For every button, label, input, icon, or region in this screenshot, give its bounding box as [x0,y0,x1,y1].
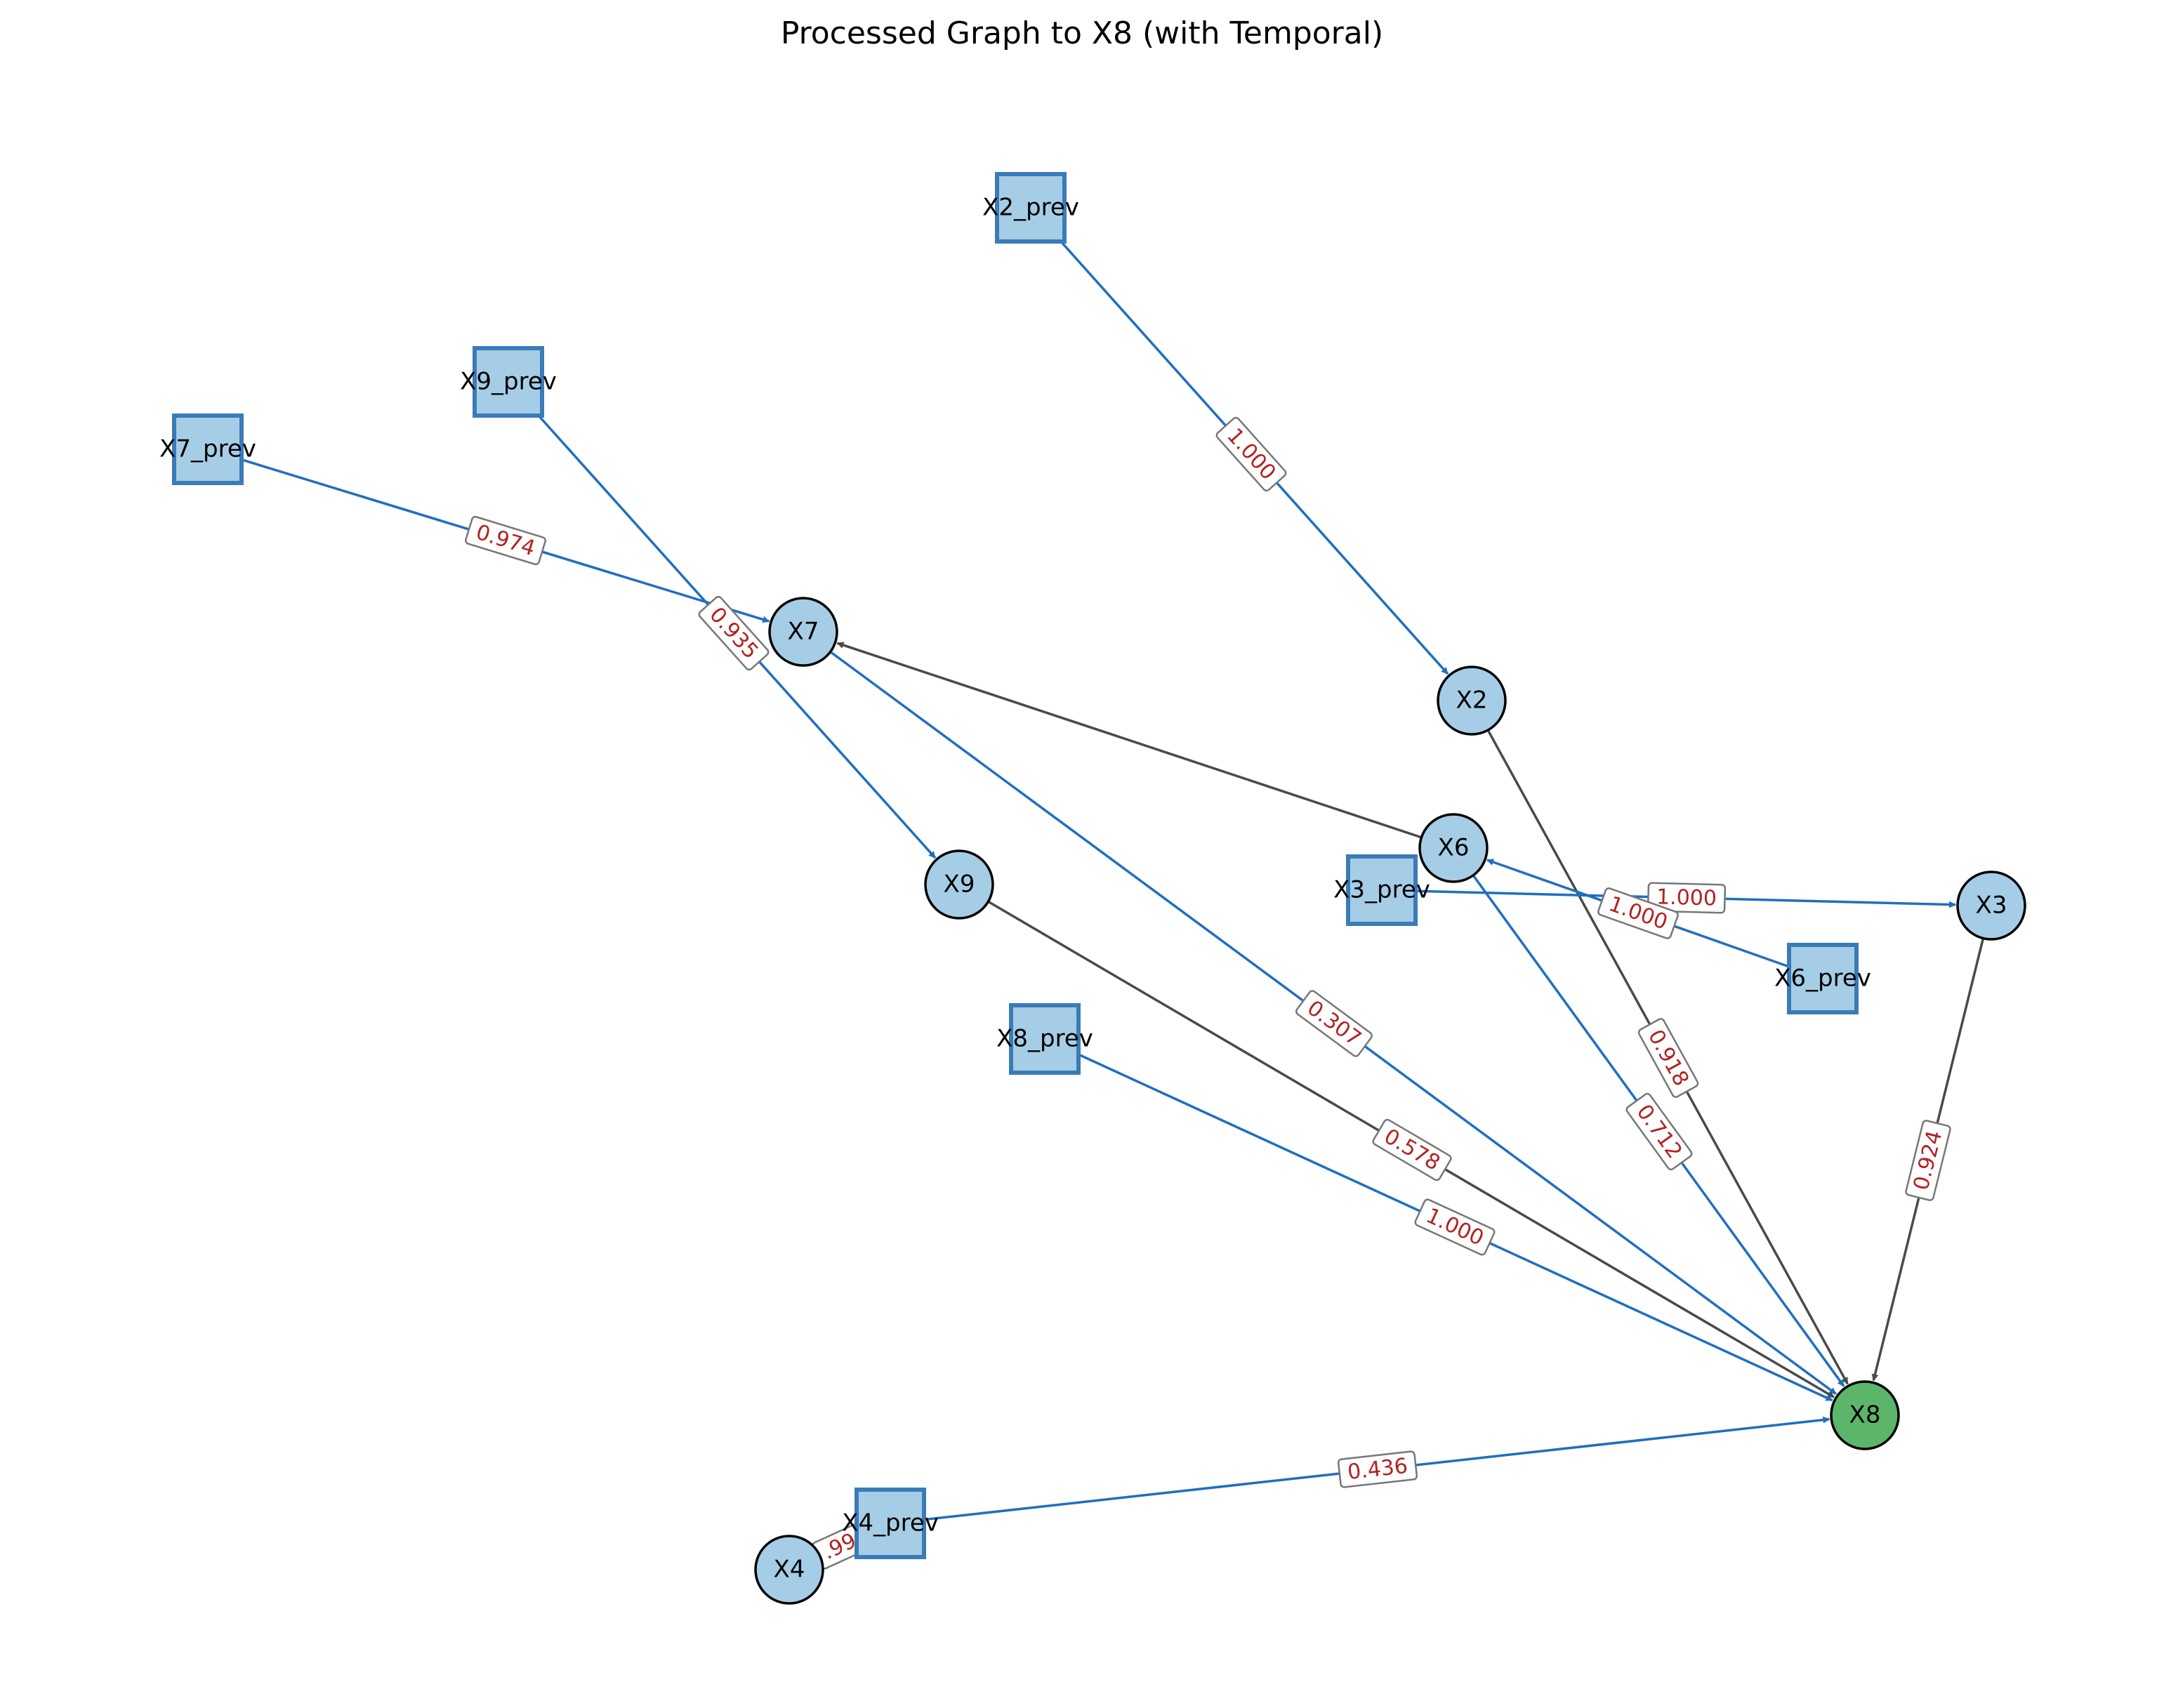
circle-node-shape [768,597,838,667]
edge-weight-label: 0.712 [1625,1092,1693,1171]
square-node-shape [995,172,1067,244]
square-node-shape [1346,854,1418,926]
edge-weight-text: 1.000 [1656,885,1717,911]
edge-weight-label: 1.000 [1215,416,1287,492]
square-node-shape [855,1488,926,1559]
node-x3-prev[interactable]: X3_prev [1333,854,1430,926]
node-x8[interactable]: X8 [1830,1380,1900,1450]
edge-weight-box [1337,1450,1418,1488]
edge-weight-label: 0.436 [1337,1450,1418,1488]
node-label: X8 [1849,1401,1881,1429]
edge-weight-label: 1.000 [1414,1198,1496,1256]
edge-weight-box [1625,1092,1693,1171]
edge-weight-text: 0.918 [1643,1026,1694,1090]
edge-weight-box [1414,1198,1496,1256]
node-label: X9_prev [460,368,557,396]
edge-weight-box [1372,1118,1452,1181]
node-x4[interactable]: X4 [754,1535,824,1605]
node-x4-prev[interactable]: X4_prev [842,1488,939,1559]
node-label: X6_prev [1774,965,1871,993]
node-label: X2 [1456,687,1488,715]
node-label: X9 [944,870,975,899]
node-label: X7_prev [159,435,256,463]
node-label: X4 [774,1556,805,1584]
edge-weight-label: 0.918 [1637,1018,1699,1098]
edge-weight-label: 1.000 [1647,882,1727,914]
square-node-shape [172,413,244,485]
node-label: X3_prev [1333,876,1430,904]
edge-weight-box [698,595,770,671]
edge-X6-to-X7 [836,642,1423,839]
edge-weight-label: 0.578 [1372,1118,1452,1181]
edge-weight-box [1647,882,1727,914]
node-label: X6 [1438,834,1470,862]
square-node-shape [1787,943,1859,1014]
circle-node-shape [1956,870,2026,941]
node-x9[interactable]: X9 [924,849,994,920]
edge-weight-box [1905,1120,1951,1201]
edge-weight-box [1597,887,1679,939]
edge-weight-box [1637,1018,1699,1098]
node-x2-prev[interactable]: X2_prev [982,172,1079,244]
node-x9-prev[interactable]: X9_prev [460,346,557,418]
nodes-layer: X2_prev X9_prev X7_prev X7 X2 X6 X3_prev X9 X3 X6… [159,172,2026,1605]
node-x6-prev[interactable]: X6_prev [1774,943,1871,1014]
circle-node-shape [924,849,994,920]
node-label: X4_prev [842,1509,939,1537]
circle-node-shape [1418,813,1489,883]
edge-weight-label: 0.935 [698,595,770,671]
node-label: X3 [1976,892,2007,920]
edge-weight-label: 0.924 [1905,1120,1951,1201]
edge-weight-box [465,515,546,566]
page-title: Processed Graph to X8 (with Temporal) [780,15,1384,51]
node-x7[interactable]: X7 [768,597,838,667]
node-x7-prev[interactable]: X7_prev [159,413,256,485]
node-x3[interactable]: X3 [1956,870,2026,941]
circle-node-shape [1437,666,1507,736]
target-node-shape [1830,1380,1900,1450]
edge-weight-box [1295,990,1373,1057]
edge-weight-text: 1.000 [1423,1203,1488,1251]
node-x6[interactable]: X6 [1418,813,1489,883]
node-label: X7 [788,618,819,646]
node-x8-prev[interactable]: X8_prev [996,1003,1093,1075]
node-label: X8_prev [996,1025,1093,1053]
edge-weight-box [1215,416,1287,492]
node-label: X2_prev [982,194,1079,222]
circle-node-shape [754,1535,824,1605]
square-node-shape [473,346,544,418]
edge-weight-label: 0.307 [1295,990,1373,1057]
edge-weight-label: 0.974 [465,515,546,566]
node-x2[interactable]: X2 [1437,666,1507,736]
edge-weight-text: 0.578 [1380,1124,1444,1176]
square-node-shape [1009,1003,1081,1075]
